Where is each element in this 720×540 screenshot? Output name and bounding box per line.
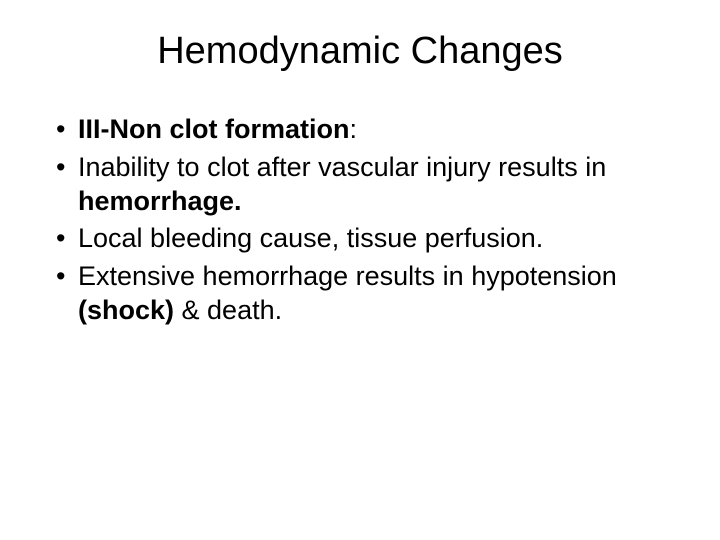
bullet-item: Inability to clot after vascular injury … <box>50 151 670 219</box>
bullet-text-segment: III-Non clot formation <box>78 114 349 144</box>
slide-title: Hemodynamic Changes <box>50 30 670 73</box>
bullet-text-segment: Inability to clot after vascular injury … <box>78 152 606 182</box>
bullet-item: Extensive hemorrhage results in hypotens… <box>50 260 670 328</box>
slide-container: Hemodynamic Changes III-Non clot formati… <box>0 0 720 540</box>
bullet-text-segment: Extensive hemorrhage results in hypotens… <box>78 261 617 291</box>
bullet-text-segment: Local bleeding cause, tissue perfusion. <box>78 223 543 253</box>
bullet-item: Local bleeding cause, tissue perfusion. <box>50 222 670 256</box>
bullet-text-segment: : <box>349 114 357 144</box>
bullet-item: III-Non clot formation: <box>50 113 670 147</box>
bullet-text-segment: & death. <box>174 295 282 325</box>
bullet-text-segment: hemorrhage. <box>78 186 242 216</box>
bullet-list: III-Non clot formation: Inability to clot… <box>50 113 670 328</box>
bullet-text-segment: (shock) <box>78 295 174 325</box>
